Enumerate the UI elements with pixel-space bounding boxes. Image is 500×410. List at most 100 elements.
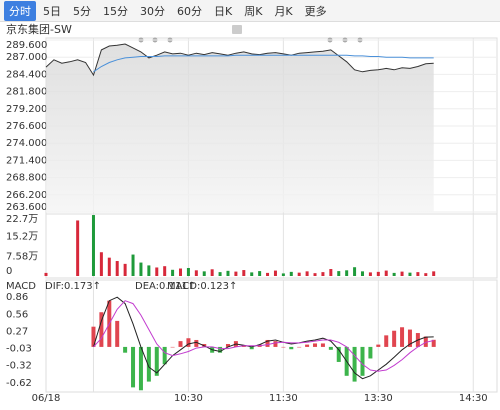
y-tick-label: 271.400 bbox=[6, 155, 47, 166]
price-line bbox=[93, 54, 434, 73]
volume-bar bbox=[123, 263, 127, 276]
tab[interactable]: 周K bbox=[244, 4, 263, 18]
volume-bar bbox=[44, 272, 48, 276]
macd-bar bbox=[289, 346, 294, 350]
x-tick-label: 10:30 bbox=[174, 393, 203, 404]
volume-bar bbox=[297, 272, 301, 276]
tab[interactable]: 15分 bbox=[103, 4, 128, 18]
volume-bar bbox=[321, 272, 325, 276]
volume-bar bbox=[76, 220, 80, 276]
price-line bbox=[45, 43, 434, 77]
macd-bar bbox=[328, 346, 333, 350]
y-tick-label: 0 bbox=[6, 266, 12, 277]
macd-bar bbox=[218, 346, 223, 353]
volume-panel bbox=[45, 213, 498, 279]
volume-bar bbox=[163, 266, 167, 276]
volume-bar bbox=[139, 262, 143, 276]
volume-bar bbox=[210, 269, 214, 276]
macd-bar bbox=[241, 345, 246, 347]
macd-bar bbox=[154, 346, 159, 376]
macd-bar bbox=[352, 346, 357, 382]
volume-bar bbox=[250, 272, 254, 276]
macd-bar bbox=[115, 320, 120, 347]
collapse-icon[interactable] bbox=[232, 25, 242, 34]
legend-label: MACD:0.123↑ bbox=[167, 281, 237, 292]
macd-bar bbox=[131, 346, 136, 388]
macd-bar bbox=[194, 339, 199, 347]
volume-bar bbox=[408, 272, 412, 276]
volume-bar bbox=[281, 273, 285, 276]
y-tick-label: -0.32 bbox=[6, 360, 32, 371]
macd-bar bbox=[297, 346, 302, 348]
y-tick-label: 263.600 bbox=[6, 202, 47, 213]
legend-label: DEA:0.111↑ bbox=[135, 281, 196, 292]
volume-bar bbox=[337, 271, 341, 276]
tab[interactable]: 30分 bbox=[140, 4, 165, 18]
volume-bar bbox=[115, 261, 119, 276]
y-tick-label: 281.800 bbox=[6, 87, 47, 98]
tab[interactable]: 5日 bbox=[43, 4, 61, 18]
y-tick-label: 0.27 bbox=[6, 326, 28, 337]
macd-bar bbox=[225, 344, 230, 347]
macd-bar bbox=[281, 346, 286, 348]
legend-label: DIF:0.173↑ bbox=[45, 281, 101, 292]
y-tick-label: -0.62 bbox=[6, 378, 32, 389]
volume-bar bbox=[392, 272, 396, 276]
volume-bar bbox=[202, 271, 206, 276]
y-tick-label: -0.03 bbox=[6, 344, 32, 355]
macd-bar bbox=[400, 327, 405, 347]
macd-bar bbox=[392, 330, 397, 347]
volume-bar bbox=[368, 272, 372, 276]
volume-bar bbox=[226, 270, 230, 276]
macd-bar bbox=[265, 339, 270, 347]
tab[interactable]: 60分 bbox=[177, 4, 202, 18]
macd-bar bbox=[99, 312, 104, 347]
tab[interactable]: 日K bbox=[214, 4, 233, 18]
macd-bar bbox=[313, 343, 318, 347]
y-tick-label: 284.400 bbox=[6, 69, 47, 80]
volume-bar bbox=[218, 272, 222, 276]
volume-bar bbox=[376, 271, 380, 276]
macd-bar bbox=[162, 346, 167, 365]
volume-bar bbox=[155, 267, 159, 276]
macd-bar bbox=[249, 346, 254, 350]
y-tick-label: 0.86 bbox=[6, 292, 28, 303]
y-tick-label: 279.200 bbox=[6, 104, 47, 115]
x-tick-label: 14:30 bbox=[459, 393, 488, 404]
volume-bar bbox=[400, 271, 404, 276]
macd-bar bbox=[320, 343, 325, 347]
macd-bar bbox=[178, 341, 183, 347]
macd-bar bbox=[360, 346, 365, 376]
macd-bar bbox=[305, 344, 310, 347]
y-tick-label: 274.000 bbox=[6, 138, 47, 149]
y-tick-label: 15.2万 bbox=[6, 232, 38, 243]
volume-bar bbox=[353, 267, 357, 276]
volume-bar bbox=[91, 215, 95, 276]
macd-bar bbox=[376, 344, 381, 347]
y-tick-label: 0.56 bbox=[6, 310, 28, 321]
x-tick-label: 06/18 bbox=[32, 393, 61, 404]
stock-title: 京东集团-SW bbox=[6, 22, 72, 36]
y-tick-label: 7.58万 bbox=[6, 251, 38, 262]
volume-bar bbox=[345, 270, 349, 276]
volume-bar bbox=[432, 271, 436, 276]
price-area bbox=[46, 44, 434, 212]
tab[interactable]: 分时 bbox=[4, 0, 36, 21]
volume-bar bbox=[107, 257, 111, 276]
macd-bar bbox=[273, 341, 278, 347]
volume-bar bbox=[305, 271, 309, 276]
tab-bar: 分时 5日 5分 15分 30分 60分 日K 周K 月K 更多 bbox=[0, 0, 500, 22]
macd-bar bbox=[146, 346, 151, 382]
y-tick-label: 266.200 bbox=[6, 190, 47, 201]
macd-bar bbox=[186, 338, 191, 347]
tab[interactable]: 更多 bbox=[304, 4, 327, 18]
y-tick-label: 287.000 bbox=[6, 52, 47, 63]
macd-line bbox=[93, 296, 434, 380]
volume-bar bbox=[234, 271, 238, 276]
tab[interactable]: 月K bbox=[274, 4, 293, 18]
tab[interactable]: 5分 bbox=[73, 4, 91, 18]
volume-bar bbox=[171, 269, 175, 276]
macd-bar bbox=[384, 335, 389, 347]
volume-bar bbox=[242, 270, 246, 276]
